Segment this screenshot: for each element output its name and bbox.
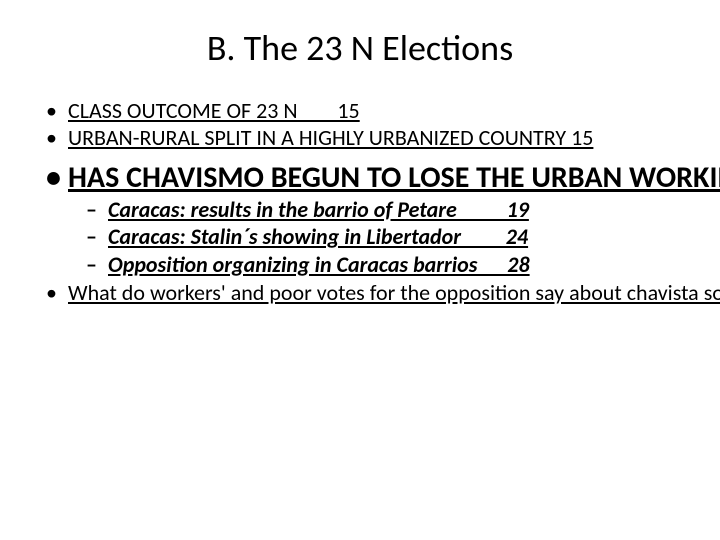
sub-petare: Caracas: results in the barrio of Petare… <box>108 196 680 224</box>
sub-libertador: Caracas: Stalin´s showing in Libertador … <box>108 223 680 251</box>
sub-opposition: Opposition organizing in Caracas barrios… <box>108 251 680 279</box>
bullet-list: CLASS OUTCOME OF 23 N 15 URBAN-RURAL SPL… <box>40 98 680 305</box>
item-workers-poor: What do workers' and poor votes for the … <box>68 280 680 305</box>
item-class-outcome: CLASS OUTCOME OF 23 N 15 <box>68 98 680 123</box>
slide-title: B. The 23 N Elections <box>40 26 680 70</box>
item-urban-rural: URBAN-RURAL SPLIT IN A HIGHLY URBANIZED … <box>68 125 680 150</box>
item-chavismo-question: HAS CHAVISMO BEGUN TO LOSE THE URBAN WOR… <box>68 161 680 194</box>
sub-bullet-list: Caracas: results in the barrio of Petare… <box>68 196 680 279</box>
